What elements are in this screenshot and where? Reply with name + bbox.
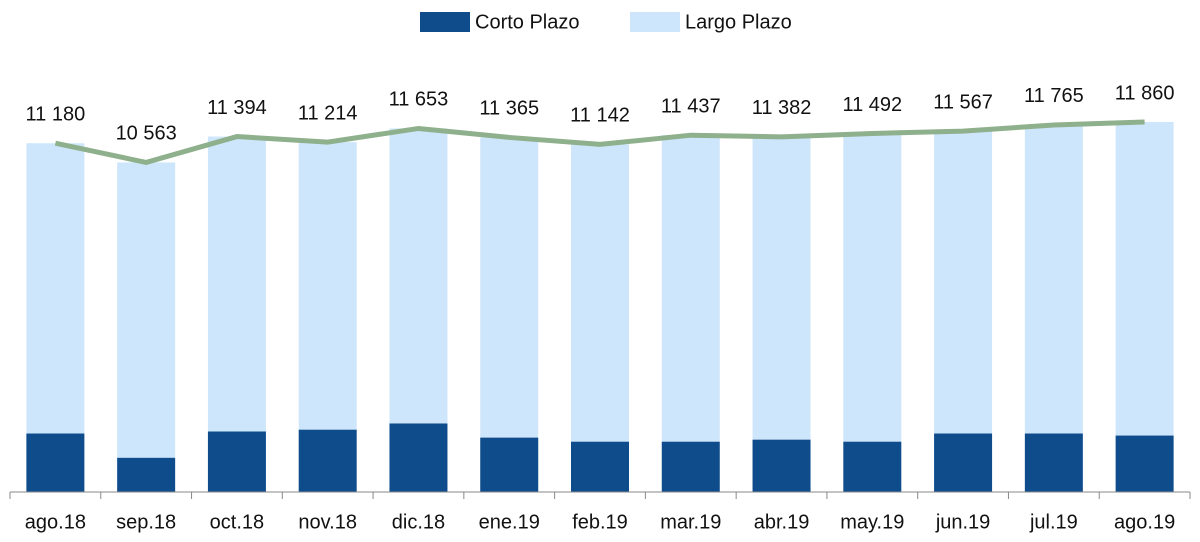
bar-segment: [389, 423, 448, 492]
legend-swatch: [630, 12, 680, 32]
bar-segment: [207, 136, 266, 432]
bar-segment: [661, 135, 720, 442]
x-tick-label: feb.19: [572, 511, 628, 533]
data-label: 11 142: [570, 105, 630, 127]
bar-segment: [571, 144, 629, 442]
data-label: 11 492: [842, 94, 902, 116]
x-tick-label: nov.18: [298, 511, 357, 533]
x-tick-label: abr.19: [754, 511, 810, 533]
bar-segment: [26, 143, 85, 434]
bar-segment: [1115, 435, 1174, 492]
bar-segment: [1024, 124, 1083, 434]
bar-segment: [117, 457, 176, 492]
bar-segment: [571, 441, 629, 492]
bar-segment: [480, 137, 539, 438]
data-label: 10 563: [116, 123, 177, 145]
data-label: 11 860: [1115, 82, 1175, 104]
legend-swatch: [420, 12, 470, 32]
x-tick-label: jul.19: [1029, 511, 1078, 533]
total-line: [54, 119, 1145, 166]
data-label: 11 365: [479, 98, 539, 120]
data-label: 11 437: [661, 95, 721, 117]
bar-segment: [843, 441, 902, 492]
x-tick-label: ago.19: [1114, 511, 1175, 533]
bar-segment: [843, 133, 902, 442]
bar-segment: [26, 433, 85, 492]
bar-segment: [752, 439, 811, 492]
legend-label: Largo Plazo: [685, 11, 792, 33]
data-label: 11 653: [389, 89, 449, 111]
x-tick-label: oct.18: [210, 511, 264, 533]
data-label: 11 180: [26, 103, 86, 125]
x-tick-label: jun.19: [935, 511, 991, 533]
bar-segment: [934, 433, 993, 492]
x-tick-label: sep.18: [116, 511, 176, 533]
data-label: 11 214: [298, 102, 358, 124]
bar-segment: [389, 128, 448, 424]
bar-segment: [934, 131, 993, 434]
bar-segment: [298, 142, 357, 430]
x-tick-label: ene.19: [479, 511, 540, 533]
bar-segment: [1024, 433, 1083, 492]
x-tick-label: may.19: [840, 511, 904, 533]
data-label: 11 394: [207, 97, 267, 119]
bar-segment: [480, 437, 539, 492]
bar-segment: [661, 441, 720, 492]
x-tick-label: mar.19: [660, 511, 721, 533]
bar-segment: [117, 162, 176, 458]
data-label: 11 567: [933, 91, 993, 113]
legend-label: Corto Plazo: [475, 11, 580, 33]
data-label: 11 382: [752, 97, 812, 119]
bar-segment: [298, 429, 357, 492]
bar-segment: [207, 431, 266, 492]
data-label: 11 765: [1024, 85, 1084, 107]
x-tick-label: dic.18: [392, 511, 445, 533]
x-tick-label: ago.18: [25, 511, 86, 533]
bar-segment: [752, 136, 811, 440]
bar-segment: [1115, 122, 1174, 436]
